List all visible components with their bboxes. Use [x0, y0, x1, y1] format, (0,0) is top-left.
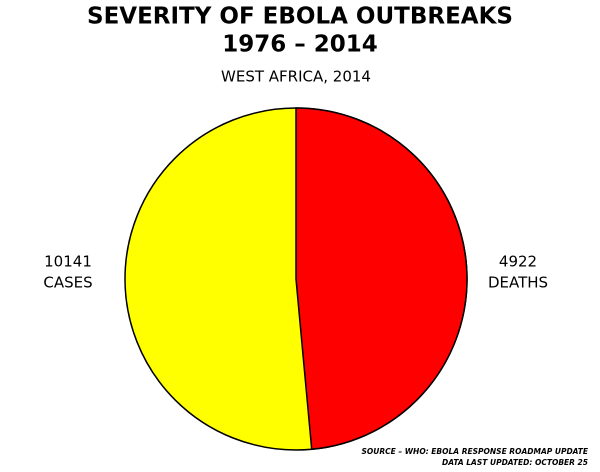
chart-subtitle: WEST AFRICA, 2014 — [221, 68, 371, 86]
pie-slice — [295, 107, 468, 451]
chart-title: 1976 – 2014 — [222, 32, 378, 58]
source-note: DATA LAST UPDATED: OCTOBER 25 — [442, 458, 588, 467]
value-label: 4922 — [499, 253, 537, 271]
category-label: CASES — [43, 274, 92, 292]
source-note: SOURCE – WHO: EBOLA RESPONSE ROADMAP UPD… — [362, 447, 589, 456]
value-label: 10141 — [44, 253, 92, 271]
category-label: DEATHS — [488, 274, 548, 292]
chart-title: SEVERITY OF EBOLA OUTBREAKS — [87, 4, 513, 30]
